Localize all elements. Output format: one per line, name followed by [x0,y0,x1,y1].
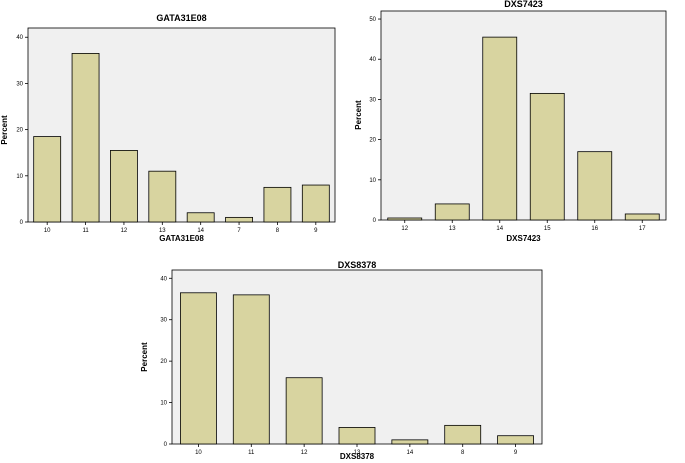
y-tick-label: 20 [160,359,167,365]
bar-14 [482,36,518,221]
x-axis-label: DXS8378 [340,452,375,461]
bar-12 [387,217,423,221]
y-tick-label: 0 [373,218,377,224]
y-tick-label: 10 [16,174,23,180]
x-tick-label: 14 [407,450,414,456]
plot-area [171,269,543,445]
y-axis-label: Percent [0,115,9,145]
chart-title: GATA31E08 [156,13,206,23]
bar-11 [71,53,100,223]
x-tick-label: 13 [449,226,456,232]
bar-9 [301,184,330,223]
x-tick-label: 9 [314,228,318,234]
plot-area [380,10,667,221]
y-axis-label: Percent [354,100,363,130]
y-tick-label: 30 [369,97,376,103]
bar-11 [232,294,270,445]
y-axis-label: Percent [140,342,149,372]
x-tick-label: 12 [121,228,128,234]
x-tick-label: 10 [44,228,51,234]
bar-17 [624,213,660,221]
chart-title: DXS7423 [504,0,543,9]
chart-dxs7423: DXS7423 DXS7423 Percent 0 10 20 30 40 50 12 13 14 15… [354,0,667,243]
x-tick-label: 17 [639,226,646,232]
x-tick-label: 13 [354,450,361,456]
chart-title: DXS8378 [338,260,377,270]
x-tick-label: 9 [514,450,518,456]
chart-dxs8378: DXS8378 DXS8378 Percent 0 10 20 30 40 10 11 12 13 14… [140,260,543,461]
x-tick-label: 12 [301,450,308,456]
x-axis-label: GATA31E08 [159,234,204,243]
y-tick-label: 10 [160,401,167,407]
y-tick-label: 40 [16,35,23,41]
bar-14 [391,439,429,445]
y-tick-label: 40 [160,276,167,282]
x-tick-label: 10 [195,450,202,456]
bar-10 [180,292,217,445]
x-tick-label: 8 [276,228,280,234]
y-tick-label: 30 [160,318,167,324]
bar-13 [434,203,470,221]
y-tick-label: 30 [16,81,23,87]
x-tick-label: 11 [248,450,255,456]
bar-7 [225,216,253,223]
x-tick-label: 7 [237,228,241,234]
bar-10 [33,136,62,223]
bar-12 [110,150,138,223]
bar-8 [263,186,292,223]
x-tick-label: 11 [82,228,89,234]
bar-15 [529,92,565,221]
x-axis-label: DXS7423 [506,234,541,243]
x-tick-label: 14 [197,228,204,234]
bar-9 [497,435,534,445]
y-tick-label: 20 [16,128,23,134]
bar-13 [338,427,376,445]
y-tick-label: 10 [369,178,376,184]
x-tick-label: 14 [496,226,503,232]
x-tick-label: 13 [159,228,166,234]
y-tick-label: 0 [20,220,24,226]
bar-13 [148,170,177,223]
bar-8 [444,424,482,445]
y-tick-label: 0 [164,442,168,448]
x-tick-label: 15 [544,226,551,232]
y-tick-label: 40 [369,57,376,63]
chart-gata31e08: GATA31E08 GATA31E08 Percent 0 10 20 30 40 10 11 12… [0,13,336,243]
x-tick-label: 8 [461,450,465,456]
y-tick-label: 20 [369,138,376,144]
bar-16 [577,151,613,221]
x-tick-label: 12 [401,226,408,232]
x-tick-label: 16 [591,226,598,232]
bar-14 [186,212,215,223]
y-tick-label: 50 [369,17,376,23]
bar-12 [285,377,323,445]
